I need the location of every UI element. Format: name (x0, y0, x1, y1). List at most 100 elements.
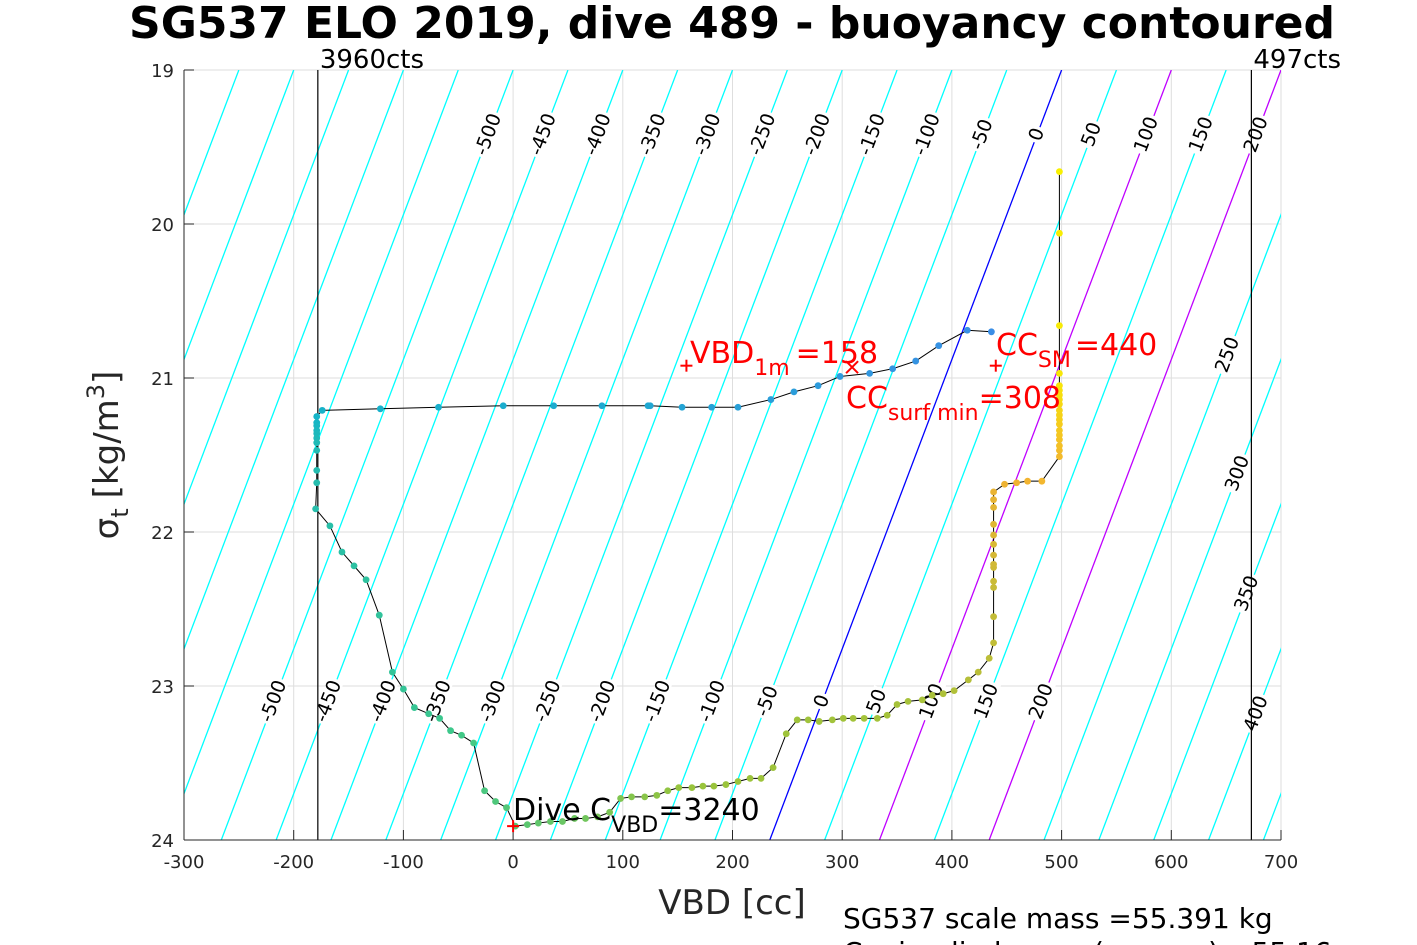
x-tick-label: 0 (507, 852, 518, 873)
contour-label-background (746, 109, 779, 160)
data-point (1013, 479, 1021, 487)
x-tick-label: 300 (825, 852, 859, 873)
data-point (904, 698, 912, 705)
data-point (757, 775, 765, 782)
data-point (860, 714, 868, 722)
contour-line (184, 70, 295, 362)
x-tick-label: -200 (273, 852, 314, 873)
data-point (769, 764, 777, 772)
data-point (617, 795, 625, 802)
data-point (546, 818, 554, 825)
data-point (990, 613, 997, 621)
cc-sm-marker (989, 359, 1002, 372)
cc-surf-min-marker (845, 360, 859, 374)
data-point (964, 676, 972, 684)
data-point (606, 808, 614, 816)
data-point (550, 402, 558, 410)
data-point (318, 406, 326, 414)
contour-label-background (527, 109, 559, 160)
data-point (963, 326, 971, 334)
data-point (1056, 426, 1063, 434)
contour-label-background (367, 676, 399, 727)
data-point (688, 784, 696, 792)
data-point (594, 813, 601, 821)
contour-label-background (586, 676, 619, 727)
vbd-1m-marker (680, 359, 693, 372)
data-point (893, 701, 901, 708)
chart-title: SG537 ELO 2019, dive 489 - buoyancy cont… (129, 0, 1335, 49)
data-point (990, 488, 997, 496)
data-point (492, 798, 499, 805)
data-point (883, 711, 891, 719)
data-point (889, 365, 897, 373)
contour-label-background (581, 109, 614, 160)
data-point (767, 396, 775, 403)
vbd-1m-annotation: VBD1m =158 (690, 336, 878, 381)
contour-label-background (1078, 118, 1104, 151)
data-point (410, 704, 418, 711)
contour-line (769, 70, 1063, 840)
data-point (804, 716, 812, 724)
data-point (918, 696, 926, 704)
data-point (435, 403, 442, 411)
data-point (1056, 442, 1063, 450)
x-tick-label: -300 (164, 852, 205, 873)
data-point (987, 328, 995, 336)
annotation-markers (507, 359, 1002, 833)
data-point (641, 793, 649, 801)
data-point (313, 446, 321, 454)
data-point (814, 382, 822, 390)
cc-surf-min-annotation: CCsurf min=308 (846, 381, 1061, 426)
implied-mass-text: C implied mass (apogee) =55.16 (843, 936, 1332, 945)
data-point (1038, 477, 1046, 485)
y-tick-label: 21 (151, 369, 174, 390)
contour-label-background (691, 109, 724, 160)
count-label: 497cts (1253, 45, 1341, 75)
data-point (559, 818, 566, 825)
grid-lines (183, 69, 1282, 841)
contour-line (1043, 212, 1281, 840)
data-point (912, 357, 920, 365)
contour-label-background (801, 109, 834, 160)
contour-label-background (1186, 112, 1216, 157)
contour-label-background (696, 676, 728, 727)
data-point (708, 403, 716, 411)
data-point (582, 815, 589, 822)
data-point (1056, 322, 1063, 330)
data-point (828, 716, 836, 724)
data-point (734, 778, 742, 785)
data-point (849, 714, 857, 722)
data-point (990, 584, 997, 591)
contour-label-background (312, 676, 345, 727)
data-point (990, 577, 997, 585)
axes: -300 -200 -100 0 100 200 300 400 500 600 700 19 20 21… (151, 61, 1298, 873)
data-point (836, 373, 844, 380)
data-point (790, 388, 798, 396)
data-point (990, 560, 997, 568)
data-point (313, 479, 321, 487)
contour-label-background (971, 679, 1002, 723)
count-label: 3960cts (320, 45, 424, 75)
data-point (1056, 229, 1063, 237)
data-point (375, 611, 383, 619)
y-tick-label: 20 (151, 215, 174, 236)
data-point (425, 710, 433, 718)
data-point (436, 714, 444, 722)
data-point (675, 784, 683, 792)
contour-label-background (531, 676, 564, 727)
data-point (1056, 369, 1063, 377)
contour-label-background (472, 109, 504, 160)
contour-label-background (1131, 112, 1161, 157)
contour-label-background (1026, 679, 1056, 723)
y-tick-label: 23 (151, 677, 174, 698)
contour-label-background (1232, 571, 1262, 616)
data-point (664, 787, 672, 795)
data-point (481, 787, 488, 795)
x-axis-label: VBD [cc] (658, 883, 806, 923)
data-point (458, 731, 465, 739)
data-point (710, 782, 718, 790)
data-point (326, 522, 334, 530)
dive-series (312, 168, 1063, 830)
data-point (990, 639, 997, 647)
data-point (534, 819, 542, 827)
